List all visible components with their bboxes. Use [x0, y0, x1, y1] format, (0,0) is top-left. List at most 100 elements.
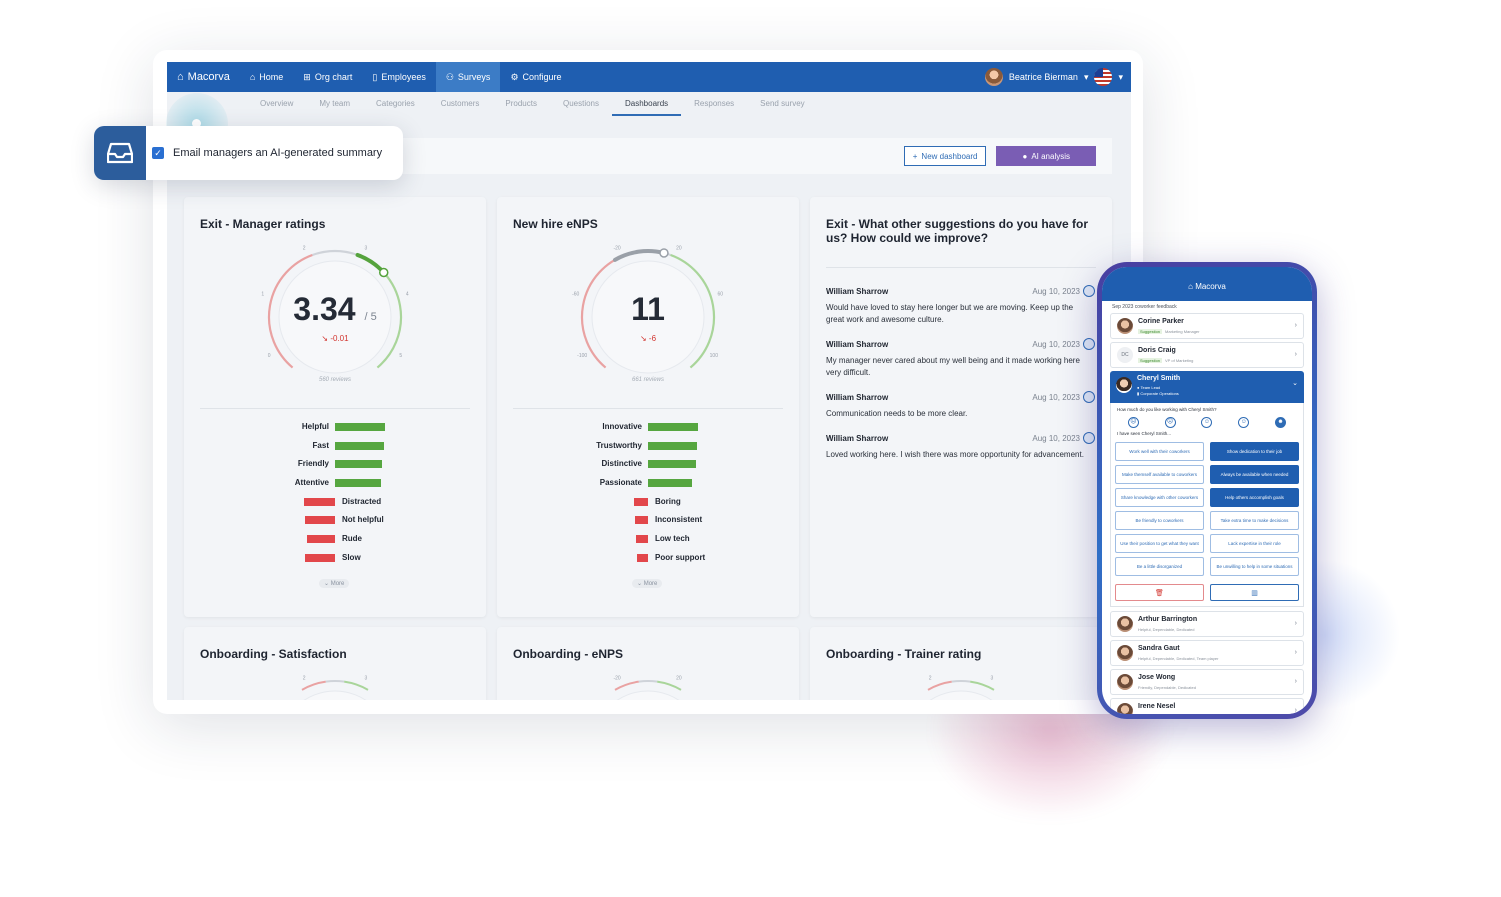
feedback-date: Aug 10, 2023: [1032, 287, 1080, 296]
trait-chip[interactable]: Lack expertise in their role: [1210, 534, 1299, 553]
coworker-item[interactable]: Sandra Gaut Helpful, Dependable, Dedicate…: [1110, 640, 1304, 666]
attribute-bars: Helpful Fast Friendly Attentive Distracted No…: [184, 419, 486, 569]
coworker-item[interactable]: Corine Parker Suggestion Marketing Manage…: [1110, 313, 1304, 339]
gauge-value-arc: [613, 249, 666, 262]
coworker-item[interactable]: Irene Nesel ›: [1110, 698, 1304, 714]
subnav-overview[interactable]: Overview: [260, 99, 294, 108]
building-icon: ▮: [1137, 391, 1140, 396]
delete-button[interactable]: 🗑: [1115, 584, 1204, 601]
email-summary-checkbox[interactable]: ✓: [152, 147, 164, 159]
gauge-red-arc: [580, 253, 626, 369]
avatar: DC: [1117, 347, 1133, 363]
bar-label: Trustworthy: [596, 440, 642, 450]
card-title: Exit - Manager ratings: [200, 217, 326, 231]
coworker-item[interactable]: DC Doris Craig Suggestion VP of Marketing…: [1110, 342, 1304, 368]
bar-row: Poor support: [497, 550, 799, 569]
bar-row: Passionate: [497, 475, 799, 494]
subnav-responses[interactable]: Responses: [694, 99, 735, 108]
ai-analysis-button[interactable]: ● AI analysis: [996, 146, 1096, 166]
bar-label: Boring: [655, 496, 681, 506]
positive-bar: [648, 460, 696, 469]
bar-row: Helpful: [184, 419, 486, 438]
bar-label: Distracted: [342, 496, 382, 506]
phone-caption: Sep 2023 coworker feedback: [1112, 304, 1177, 310]
face-rating-icon[interactable]: ☹: [1127, 417, 1139, 428]
subnav-dashboards[interactable]: Dashboards: [612, 92, 682, 116]
nav-surveys[interactable]: ⚇ Surveys: [435, 62, 501, 92]
user-menu[interactable]: Beatrice Bierman ▾ ▾: [984, 68, 1131, 86]
nav-configure[interactable]: ⚙ Configure: [510, 71, 562, 83]
feedback-item: William Sharrow Aug 10, 2023 Loved working…: [826, 432, 1095, 461]
coworker-item[interactable]: Jose Wong Friendly, Dependable, Dedicated…: [1110, 669, 1304, 695]
divider: [513, 408, 783, 409]
gauge-tick-label: 20: [676, 246, 682, 252]
face-rating-icon[interactable]: ☺: [1201, 417, 1213, 428]
comment-icon[interactable]: [1083, 432, 1095, 444]
trait-chip[interactable]: Show dedication to their job: [1210, 442, 1299, 461]
gauge: -100 -60 -20 20 60 100 11 ↘ -6 661 reviews: [557, 237, 739, 397]
comment-icon[interactable]: [1083, 391, 1095, 403]
more-button[interactable]: ⌄ More: [632, 579, 663, 588]
positive-bar: [648, 479, 692, 488]
divider: [826, 267, 1096, 268]
bar-row: Trustworthy: [497, 438, 799, 457]
gauge-green-arc: [657, 680, 682, 691]
positive-bar: [335, 460, 382, 469]
face-rating-icon[interactable]: ☹: [1164, 417, 1176, 428]
feedback-date: Aug 10, 2023: [1032, 340, 1080, 349]
trait-chip[interactable]: Always be available when needed: [1210, 465, 1299, 484]
gauge-tick-label: 20: [676, 676, 682, 682]
bar-label: Rude: [342, 534, 362, 544]
trait-chip[interactable]: Take extra time to make decisions: [1210, 511, 1299, 530]
review-count: 560 reviews: [318, 377, 351, 383]
trait-chip[interactable]: Be a little disorganized: [1115, 557, 1204, 576]
expanded-coworker[interactable]: Cheryl Smith ● Team Lead ▮ Corporate Oper…: [1110, 371, 1304, 403]
subnav-customers[interactable]: Customers: [440, 99, 480, 108]
avatar: [1117, 645, 1133, 661]
negative-bar: [637, 553, 648, 562]
trait-chip[interactable]: Use their position to get what they want: [1115, 534, 1204, 553]
trait-chip[interactable]: Make themself available to coworkers: [1115, 465, 1204, 484]
gauge-red-arc: [614, 680, 639, 691]
new-dashboard-button[interactable]: + New dashboard: [903, 146, 987, 166]
positive-bar: [335, 423, 385, 431]
trait-chip[interactable]: Be friendly to coworkers: [1115, 511, 1204, 530]
nav-employees[interactable]: ▯ Employees: [372, 71, 426, 83]
trait-chip[interactable]: Be unwilling to help in some situations: [1210, 557, 1299, 576]
avatar: [1117, 674, 1133, 690]
subnav-questions[interactable]: Questions: [562, 99, 599, 108]
subnav-my-team[interactable]: My team: [319, 99, 351, 108]
avatar: [1117, 616, 1133, 632]
trend-down-icon: ↘: [639, 334, 647, 343]
subnav-products[interactable]: Products: [505, 99, 537, 108]
nav-org-chart[interactable]: ⊞ Org chart: [303, 71, 353, 83]
subnav-categories[interactable]: Categories: [376, 99, 415, 108]
gauge-red-arc: [301, 680, 326, 691]
brand-logo[interactable]: ⌂ Macorva: [177, 71, 230, 83]
comment-icon[interactable]: [1083, 338, 1095, 350]
gauge-tick-label: 60: [717, 292, 723, 298]
more-button[interactable]: ⌄ More: [319, 579, 350, 588]
card-title: Onboarding - Satisfaction: [200, 647, 347, 661]
phone-mockup: ⌂ Macorva Sep 2023 coworker feedback Cor…: [1097, 262, 1317, 719]
chevron-down-icon: ▾: [1118, 71, 1123, 82]
gauge-tick-label: 3: [365, 246, 368, 252]
bar-chart-icon: ▥: [1251, 589, 1258, 597]
chevron-down-icon: ▾: [1083, 71, 1089, 82]
coworker-item[interactable]: Arthur Barrington Helpful, Dependable, De…: [1110, 611, 1304, 637]
subnav-send-survey[interactable]: Send survey: [760, 99, 805, 108]
gauge-tick-label: 2: [303, 676, 306, 682]
comment-icon[interactable]: [1083, 285, 1095, 297]
face-rating-icon[interactable]: ☺: [1238, 417, 1250, 428]
gear-icon: ⚙: [510, 71, 519, 82]
positive-bar: [335, 479, 381, 488]
trend-down-icon: ↘: [321, 334, 329, 343]
chart-button[interactable]: ▥: [1210, 584, 1299, 601]
flag-icon[interactable]: [1094, 68, 1113, 86]
nav-home[interactable]: ⌂ Home: [249, 72, 284, 82]
face-rating-icon[interactable]: ☻: [1275, 417, 1287, 428]
trait-chip[interactable]: Work well with their coworkers: [1115, 442, 1204, 461]
trait-chip[interactable]: Help others accomplish goals: [1210, 488, 1299, 507]
trait-chip[interactable]: Share knowledge with other coworkers: [1115, 488, 1204, 507]
